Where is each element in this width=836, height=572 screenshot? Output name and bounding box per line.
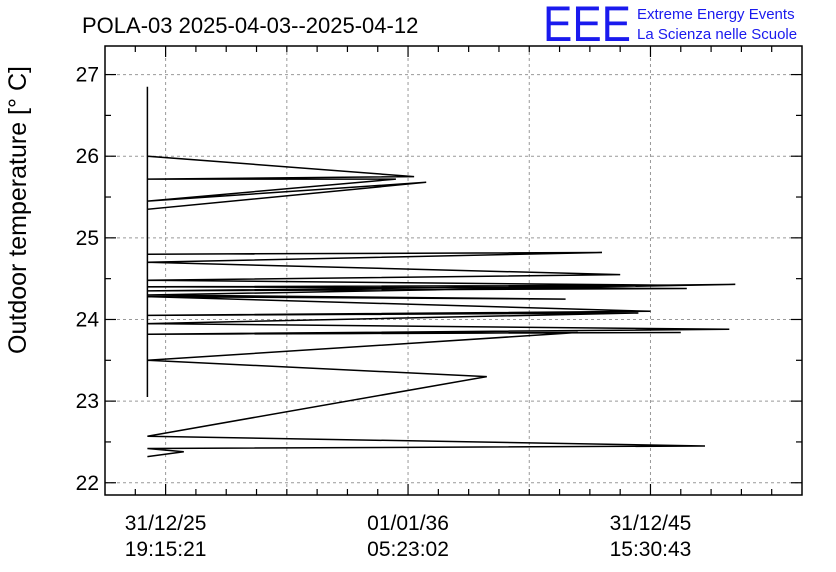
eee-logo-mark: EEE [543,0,631,52]
x-tick-label-time-0: 19:15:21 [125,538,207,561]
x-tick-label-time-2: 15:30:43 [610,538,692,561]
y-tick-label-1: 23 [76,390,99,413]
x-tick-label-date-2: 31/12/45 [610,512,692,535]
plot-frame [104,45,803,496]
x-tick-label-time-1: 05:23:02 [367,538,449,561]
y-tick-label-5: 27 [76,64,99,87]
y-tick-label-2: 24 [76,308,100,331]
eee-logo-line2: La Scienza nelle Scuole [637,26,797,43]
y-tick-label-4: 26 [76,145,99,168]
x-tick-label-date-1: 01/01/36 [367,512,449,535]
x-tick-labels: 31/12/25 19:15:21 01/01/36 05:23:02 31/12/45… [125,512,692,561]
series-line-0 [146,86,736,458]
eee-logo-line1: Extreme Energy Events [637,6,795,23]
y-tick-label-0: 22 [76,472,99,495]
data-layer [146,86,736,458]
y-axis-label: Outdoor temperature [° C] [4,66,32,354]
axes-layer [104,45,803,496]
x-tick-label-date-0: 31/12/25 [125,512,207,535]
grid-layer [105,46,802,495]
y-tick-label-3: 25 [76,227,99,250]
chart-title: POLA-03 2025-04-03--2025-04-12 [82,13,418,38]
y-tick-labels: 22 23 24 25 26 27 [76,64,100,495]
eee-logo: EEE Extreme Energy Events La Scienza nel… [543,0,797,52]
